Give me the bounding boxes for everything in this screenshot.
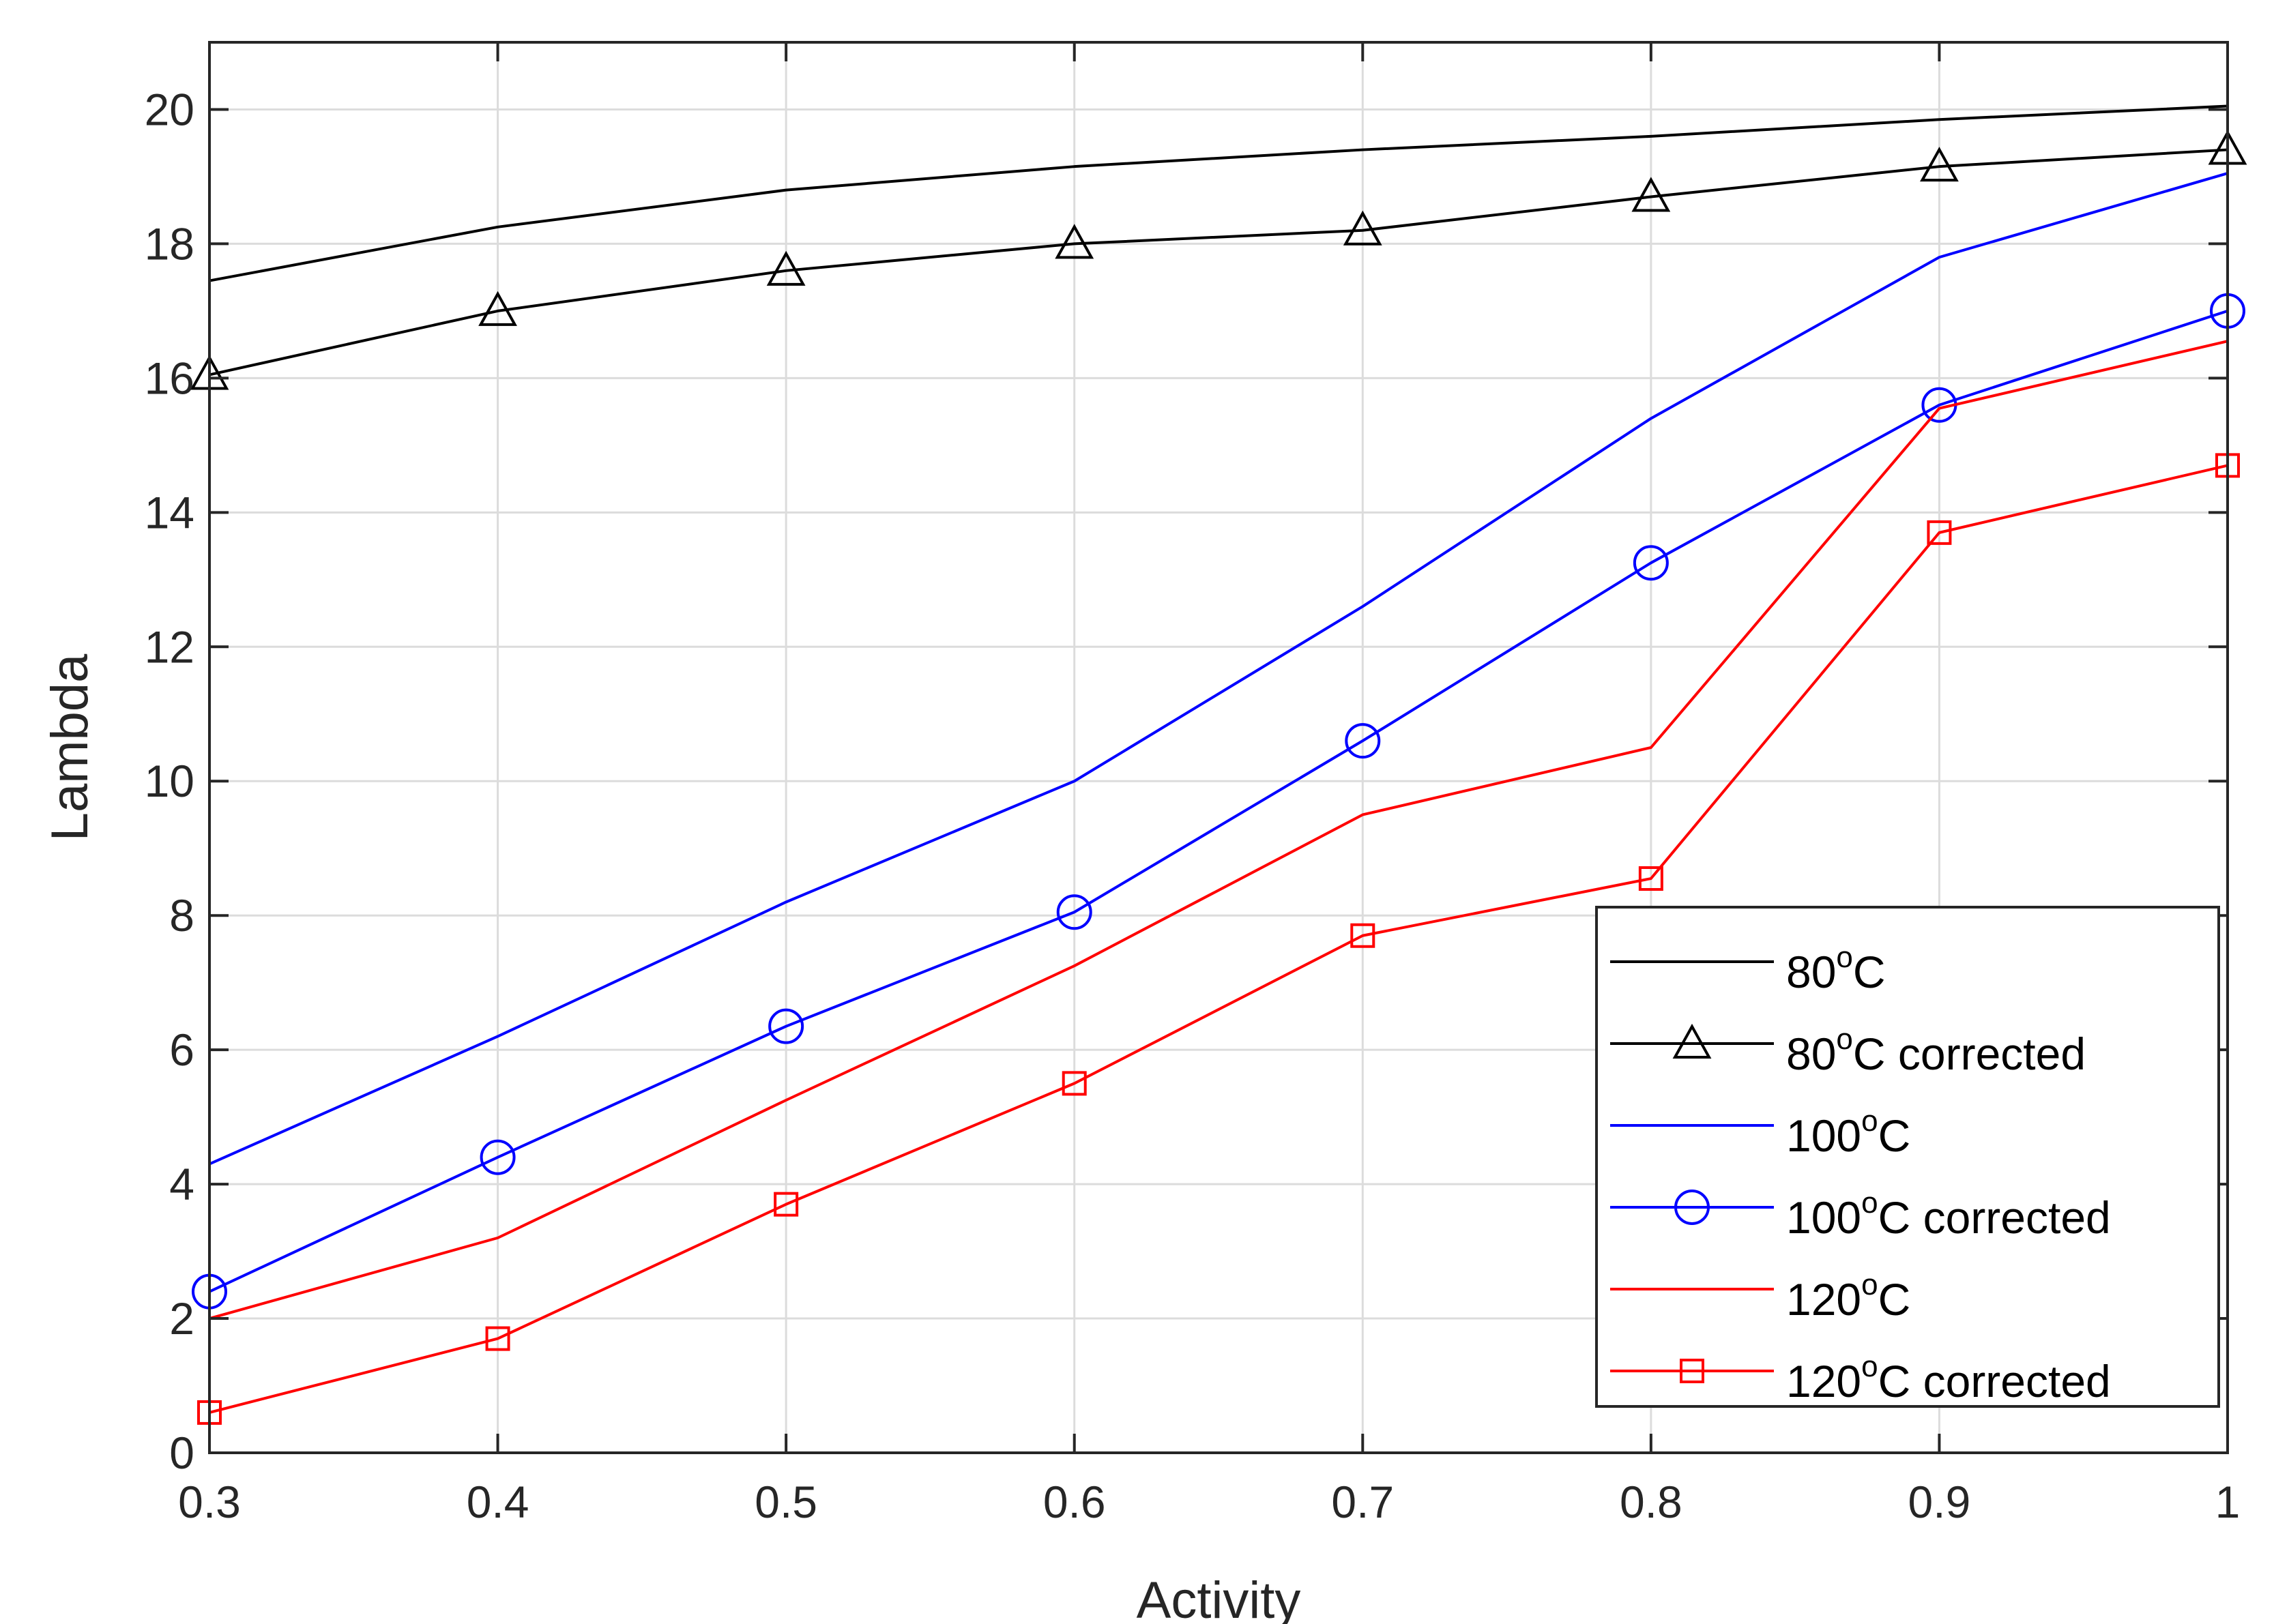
y-tick-label: 2 <box>169 1293 194 1344</box>
data-point <box>1920 147 1959 182</box>
data-point <box>1927 520 1952 545</box>
legend-swatch-marker <box>1680 1359 1704 1383</box>
data-point <box>1631 177 1671 212</box>
legend-swatch-marker <box>1674 1190 1710 1225</box>
y-tick-label: 8 <box>169 890 194 941</box>
series-line <box>209 340 2228 1320</box>
y-tick-label: 18 <box>145 218 194 269</box>
y-tick-label: 12 <box>145 621 194 672</box>
data-point <box>1055 224 1094 259</box>
x-tick-label: 0.3 <box>178 1477 241 1527</box>
x-tick-label: 0.5 <box>755 1477 817 1527</box>
data-point <box>768 1008 804 1044</box>
data-point <box>1062 1071 1087 1096</box>
series-line <box>209 464 2228 1414</box>
plot-frame <box>208 41 2229 1454</box>
data-point <box>1638 866 1663 891</box>
series-line <box>209 310 2228 1293</box>
series-120 <box>209 340 2228 1320</box>
series-line <box>209 104 2228 282</box>
legend-label: 120oC <box>1786 1268 1910 1325</box>
x-tick-label: 0.4 <box>467 1477 529 1527</box>
data-point <box>1633 545 1669 581</box>
x-tick-label: 0.8 <box>1620 1477 1682 1527</box>
x-tick-label: 0.6 <box>1043 1477 1106 1527</box>
series-group <box>190 104 2247 1425</box>
x-axis-label: Activity <box>1137 1571 1301 1624</box>
legend-item: 80oC corrected <box>1610 1022 2086 1079</box>
data-point <box>1350 923 1375 948</box>
data-point <box>774 1192 799 1217</box>
y-tick-label: 0 <box>169 1428 194 1478</box>
legend-item: 120oC <box>1610 1268 1910 1325</box>
y-tick-label: 6 <box>169 1024 194 1075</box>
legend-item: 120oC corrected <box>1610 1350 2111 1406</box>
data-point <box>1345 723 1381 759</box>
data-point <box>478 291 517 326</box>
x-tick-label: 0.7 <box>1331 1477 1394 1527</box>
legend-item: 80oC <box>1610 941 1886 997</box>
series-100-corrected <box>192 293 2245 1310</box>
series-100 <box>209 172 2228 1166</box>
y-tick-label: 4 <box>169 1159 194 1209</box>
legend-item: 100oC corrected <box>1610 1186 2111 1243</box>
legend-box <box>1595 906 2220 1408</box>
data-point <box>485 1326 510 1351</box>
legend-label: 100oC corrected <box>1786 1186 2111 1243</box>
data-point <box>480 1139 516 1175</box>
y-tick-label: 16 <box>145 353 194 403</box>
x-tick-label: 0.9 <box>1908 1477 1971 1527</box>
legend-swatch-marker <box>1672 1023 1712 1059</box>
legend-label: 100oC <box>1786 1104 1910 1161</box>
legend-label: 120oC corrected <box>1786 1350 2111 1406</box>
y-tick-label: 10 <box>145 756 194 806</box>
legend-label: 80oC <box>1786 941 1886 997</box>
legend-item: 100oC <box>1610 1104 1910 1161</box>
legend: 80oC 80oC corrected 100oC 100oC corrected 12… <box>1595 906 2220 1408</box>
y-tick-label: 20 <box>145 84 194 134</box>
legend-label: 80oC corrected <box>1786 1022 2086 1079</box>
series-80 <box>209 104 2228 282</box>
data-point <box>766 250 806 286</box>
series-line <box>209 148 2228 377</box>
y-axis-label: Lambda <box>41 653 99 841</box>
data-point <box>1056 894 1092 930</box>
data-point <box>1343 210 1382 246</box>
x-tick-label: 1 <box>2215 1477 2241 1527</box>
series-line <box>209 172 2228 1166</box>
y-tick-label: 14 <box>145 487 194 537</box>
